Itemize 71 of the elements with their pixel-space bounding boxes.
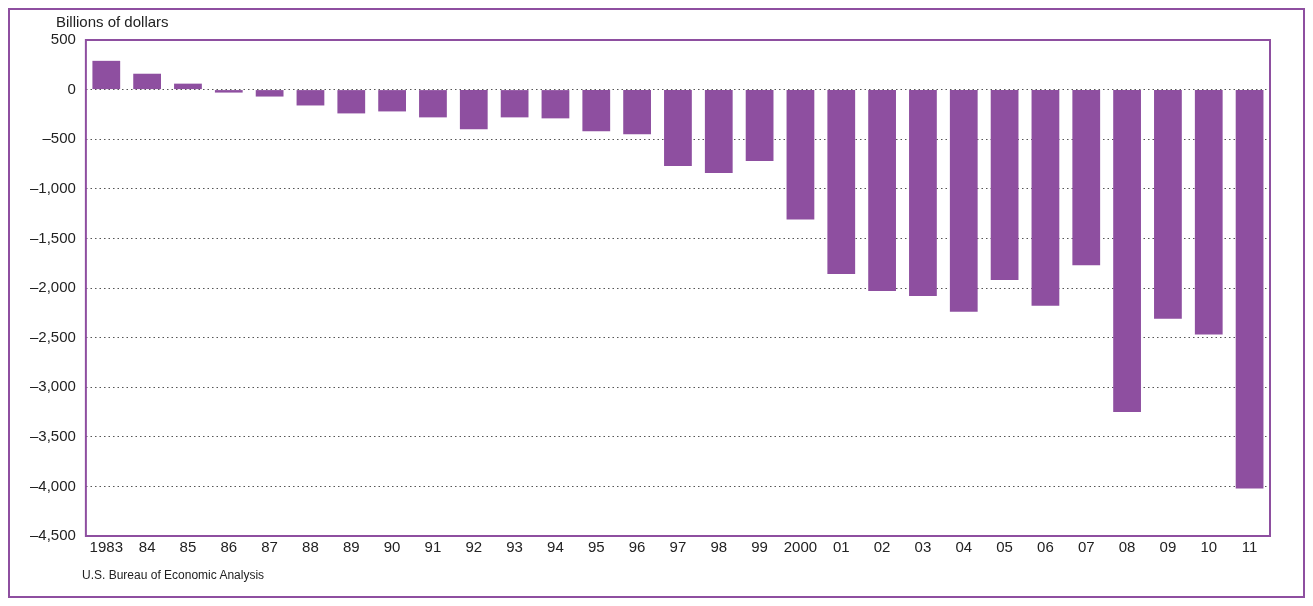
x-tick-label: 98 xyxy=(710,538,728,556)
x-tick-label: 08 xyxy=(1118,538,1136,556)
x-tick-label: 95 xyxy=(587,538,605,556)
y-tick-label: –2,500 xyxy=(29,327,76,345)
x-tick-label: 96 xyxy=(628,538,646,556)
bar xyxy=(337,90,366,114)
x-tick-label: 85 xyxy=(179,538,197,556)
bar xyxy=(1194,90,1223,335)
bar xyxy=(541,90,570,119)
bar xyxy=(459,90,488,130)
x-tick-label: 99 xyxy=(751,538,768,556)
bar xyxy=(786,90,815,220)
x-tick-label: 94 xyxy=(547,538,564,556)
x-tick-label: 09 xyxy=(1159,538,1177,556)
bar xyxy=(990,90,1019,281)
y-tick-label: –1,000 xyxy=(29,178,76,196)
bar xyxy=(949,90,978,312)
bar xyxy=(909,90,937,296)
bar xyxy=(704,90,733,173)
x-tick-label: 84 xyxy=(138,538,156,556)
bar xyxy=(1072,90,1101,266)
x-tick-label: 06 xyxy=(1037,538,1054,556)
x-tick-label: 07 xyxy=(1077,538,1095,556)
x-tick-label: 01 xyxy=(832,538,850,556)
y-tick-label: –3,500 xyxy=(29,426,76,444)
bar xyxy=(255,90,284,97)
x-tick-label: 05 xyxy=(996,538,1013,556)
x-tick-label: 88 xyxy=(302,538,319,556)
x-tick-label: 2000 xyxy=(783,538,818,556)
x-tick-label: 97 xyxy=(669,538,687,556)
x-tick-label: 04 xyxy=(955,538,973,556)
bar xyxy=(745,90,774,162)
bar xyxy=(1031,90,1060,306)
y-tick-label: –2,000 xyxy=(29,278,76,296)
bar xyxy=(868,90,896,291)
y-tick-label: 0 xyxy=(67,79,76,97)
bar xyxy=(214,90,243,93)
y-tick-label: –1,500 xyxy=(29,228,76,246)
bar xyxy=(133,73,162,90)
bar xyxy=(582,90,611,132)
bar xyxy=(500,90,529,118)
x-tick-label: 1983 xyxy=(89,538,123,556)
x-tick-label: 02 xyxy=(873,538,891,556)
y-tick-label: –3,000 xyxy=(29,377,76,395)
y-axis-title: Billions of dollars xyxy=(56,12,169,30)
x-tick-label: 89 xyxy=(342,538,360,556)
bar xyxy=(419,90,447,118)
x-tick-label: 03 xyxy=(914,538,932,556)
bar xyxy=(623,90,651,135)
bar xyxy=(1113,90,1141,412)
y-tick-label: –4,000 xyxy=(29,476,76,494)
bar xyxy=(296,90,325,106)
x-tick-label: 11 xyxy=(1241,538,1258,556)
x-tick-label: 92 xyxy=(465,538,483,556)
x-tick-label: 10 xyxy=(1200,538,1218,556)
y-tick-label: 500 xyxy=(50,30,76,48)
bar xyxy=(174,83,202,90)
y-tick-label: –4,500 xyxy=(29,526,76,544)
bar xyxy=(378,90,406,112)
x-tick-label: 90 xyxy=(383,538,401,556)
y-tick-label: –500 xyxy=(42,129,76,147)
x-tick-label: 87 xyxy=(261,538,278,556)
x-tick-label: 93 xyxy=(506,538,523,556)
text: U.S. Bureau of Economic Analysis xyxy=(82,568,265,583)
bar xyxy=(92,60,121,90)
bar xyxy=(1154,90,1182,319)
x-tick-label: 91 xyxy=(424,538,442,556)
bar xyxy=(827,90,856,275)
bar xyxy=(1235,90,1264,489)
x-tick-label: 86 xyxy=(220,538,238,556)
bar xyxy=(664,90,692,166)
